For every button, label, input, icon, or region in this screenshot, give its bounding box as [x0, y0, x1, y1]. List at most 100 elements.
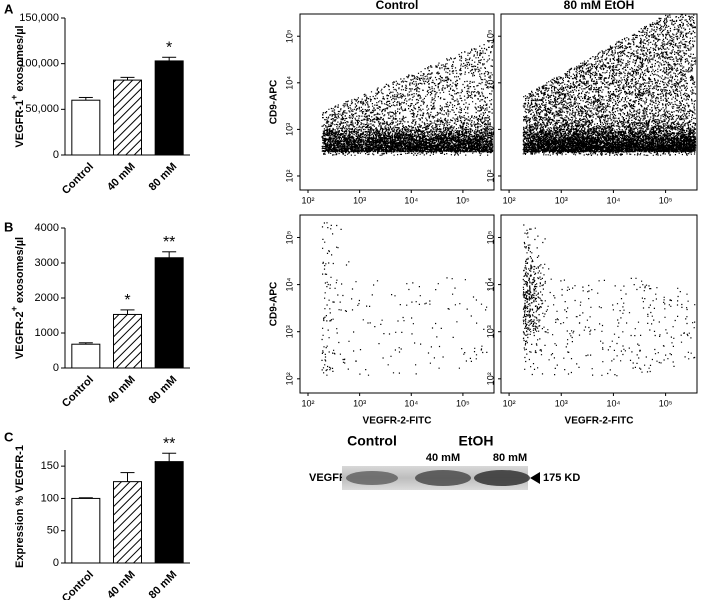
- y-tick-label: 10⁵: [284, 230, 294, 244]
- y-axis-label-rest: exosomes/µl: [14, 25, 26, 91]
- y-axis-label: CD9-APC: [269, 80, 280, 124]
- bar: [113, 313, 142, 369]
- plot-frame: [500, 13, 698, 191]
- bar: [154, 257, 184, 369]
- x-axis-label: VEGFR-2-FITC: [565, 416, 634, 427]
- significance-label: *: [124, 292, 130, 309]
- blot-band: [415, 470, 471, 486]
- x-tick-label: 10²: [503, 195, 516, 205]
- bar: [154, 60, 184, 156]
- y-axis-label: VEGFR-2+ exosomes/µl: [9, 237, 26, 359]
- event-dots: [522, 14, 697, 157]
- panel-label: B: [4, 219, 13, 234]
- y-tick-label: 10³: [284, 123, 294, 136]
- y-axis-label: Expression % VEGFR-1: [14, 445, 26, 568]
- y-axis-label-text: VEGFR-1: [14, 100, 26, 148]
- x-tick-label: Control: [60, 161, 96, 197]
- blot-lane-label: 80 mM: [493, 452, 527, 464]
- x-tick-label: Control: [60, 569, 96, 600]
- panel-label: C: [4, 429, 14, 444]
- y-tick-label: 10⁵: [485, 29, 495, 43]
- y-axis-label-rest: exosomes/µl: [14, 237, 26, 303]
- x-tick-label: 10⁵: [456, 398, 470, 408]
- significance-label: *: [166, 39, 172, 56]
- y-tick-label: 10⁴: [284, 76, 294, 90]
- y-axis-label-sup: +: [9, 95, 19, 100]
- y-tick-label: 4000: [35, 222, 59, 234]
- bar: [71, 99, 101, 156]
- x-tick-label: 10²: [301, 398, 314, 408]
- y-tick-label: 10⁴: [485, 76, 495, 90]
- significance-label: **: [163, 435, 175, 452]
- x-tick-label: 10³: [555, 398, 568, 408]
- x-tick-label: 10⁴: [606, 195, 620, 205]
- y-tick-label: 3000: [35, 257, 59, 269]
- y-tick-label: 100: [41, 492, 59, 504]
- y-tick-label: 50,000: [25, 103, 59, 115]
- x-tick-label: Control: [60, 374, 96, 410]
- x-tick-label: 40 mM: [105, 161, 138, 194]
- y-tick-label: 10²: [284, 372, 294, 385]
- x-tick-label: 10⁵: [456, 195, 470, 205]
- x-tick-label: 10³: [353, 398, 366, 408]
- blot-lane-label: 40 mM: [426, 452, 460, 464]
- y-tick-label: 150,000: [19, 12, 59, 24]
- x-tick-label: 10²: [301, 195, 314, 205]
- y-tick-label: 1000: [35, 327, 59, 339]
- blot-arrow: [530, 472, 540, 484]
- x-tick-label: 10²: [503, 398, 516, 408]
- blot-group-label: Control: [347, 433, 397, 449]
- y-tick-label: 10⁵: [284, 29, 294, 43]
- panel-label: A: [4, 1, 14, 16]
- x-tick-label: 80 mM: [147, 374, 180, 407]
- blot-band: [346, 471, 398, 485]
- blot-group-label: EtOH: [459, 433, 494, 449]
- y-axis-label-text: VEGFR-2: [14, 311, 26, 359]
- y-tick-label: 10²: [485, 372, 495, 385]
- plot-frame: [299, 214, 495, 394]
- y-axis-label: VEGFR-1+ exosomes/µl: [9, 25, 26, 147]
- x-tick-label: 40 mM: [105, 374, 138, 407]
- y-tick-label: 10²: [284, 169, 294, 182]
- blot-size-label: 175 KD: [543, 472, 580, 484]
- y-axis-label-sup: +: [9, 306, 19, 311]
- bar: [113, 481, 142, 564]
- x-tick-label: 10⁵: [659, 195, 673, 205]
- y-tick-label: 10²: [485, 169, 495, 182]
- bar: [113, 79, 142, 156]
- x-tick-label: 10⁴: [404, 398, 418, 408]
- plot-title: Control: [376, 0, 419, 12]
- x-tick-label: 80 mM: [147, 161, 180, 194]
- x-tick-label: 80 mM: [147, 569, 180, 600]
- y-tick-label: 100,000: [19, 58, 59, 70]
- x-tick-label: 10³: [555, 195, 568, 205]
- y-tick-label: 10³: [485, 123, 495, 136]
- y-tick-label: 0: [53, 149, 59, 161]
- x-axis-label: VEGFR-2-FITC: [363, 416, 432, 427]
- y-tick-label: 50: [47, 525, 59, 537]
- western-blot: Control EtOH 40 mM 80 mM VEGFR-1 175 KD: [309, 433, 580, 490]
- y-tick-label: 10⁴: [485, 278, 495, 292]
- y-tick-label: 10³: [284, 325, 294, 338]
- x-tick-label: 10⁵: [659, 398, 673, 408]
- y-tick-label: 0: [53, 557, 59, 569]
- y-tick-label: 10⁵: [485, 230, 495, 244]
- plot-frame: [500, 214, 698, 394]
- bar: [71, 497, 101, 564]
- plot-frame: [299, 13, 495, 191]
- bar: [154, 461, 184, 564]
- plot-title: 80 mM EtOH: [564, 0, 635, 12]
- significance-label: **: [163, 234, 175, 251]
- y-tick-label: 10⁴: [284, 278, 294, 292]
- x-tick-label: 40 mM: [105, 569, 138, 600]
- y-axis-label-text: Expression % VEGFR-1: [14, 445, 26, 568]
- x-tick-label: 10³: [353, 195, 366, 205]
- event-dots: [321, 222, 490, 376]
- y-tick-label: 10³: [485, 325, 495, 338]
- x-tick-label: 10⁴: [606, 398, 620, 408]
- bar: [71, 343, 101, 369]
- blot-band: [474, 470, 530, 486]
- y-tick-label: 150: [41, 460, 59, 472]
- y-tick-label: 2000: [35, 292, 59, 304]
